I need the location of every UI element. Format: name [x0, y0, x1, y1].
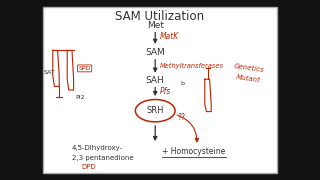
Text: DPD: DPD	[82, 164, 96, 170]
Circle shape	[135, 100, 175, 122]
Text: MatK: MatK	[160, 32, 179, 41]
Text: SAM Utilization: SAM Utilization	[116, 10, 204, 23]
FancyBboxPatch shape	[43, 7, 277, 173]
Text: SAT: SAT	[44, 69, 55, 75]
Text: Methyltransferases: Methyltransferases	[160, 63, 224, 69]
Text: + Homocysteine: + Homocysteine	[162, 147, 225, 156]
Text: ??: ??	[178, 113, 186, 122]
Text: Met: Met	[147, 21, 164, 30]
Text: Pfs: Pfs	[160, 87, 171, 96]
Text: Genetics: Genetics	[234, 63, 265, 73]
Text: SRH: SRH	[147, 106, 164, 115]
Text: b: b	[181, 81, 185, 86]
Text: Mutant: Mutant	[235, 75, 260, 84]
Text: 2,3 pentanedione: 2,3 pentanedione	[72, 155, 134, 161]
Text: PI2: PI2	[75, 95, 85, 100]
Text: 4,5-Dihydroxy-: 4,5-Dihydroxy-	[72, 145, 123, 151]
Text: SAM: SAM	[145, 48, 165, 57]
Text: SPD: SPD	[78, 66, 91, 71]
Text: SAH: SAH	[146, 76, 164, 85]
